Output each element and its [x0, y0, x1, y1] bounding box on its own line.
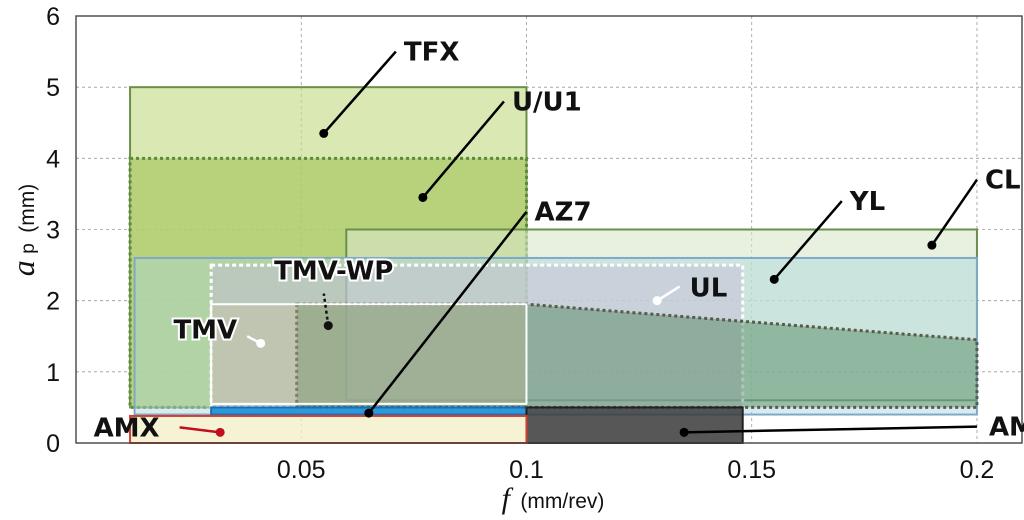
leader-line	[684, 425, 977, 434]
leader-line	[421, 100, 505, 199]
x-axis-title: f (mm/rev)	[502, 482, 605, 515]
x-tick-label: 0.1	[509, 456, 544, 484]
region-am3	[525, 406, 744, 444]
annotation-az7: AZ7	[364, 198, 592, 418]
y-tick-label: 6	[46, 3, 60, 31]
x-tick-label: 0.2	[960, 456, 995, 484]
y-tick-label: 2	[46, 288, 60, 316]
y-axis-title: a p (mm)	[5, 184, 41, 276]
annotation-label: TMV-WP	[274, 257, 393, 287]
y-axis-unit: (mm)	[16, 184, 39, 233]
annotation-label: TMV	[173, 315, 237, 345]
annotation-label: CL	[985, 166, 1021, 196]
x-tick-label: 0.15	[727, 456, 776, 484]
region-tmv	[210, 303, 528, 405]
leader-line	[322, 293, 330, 326]
annotation-tfx: TFX	[319, 38, 459, 138]
region-tmv-wp	[295, 302, 979, 409]
anchor-dot	[319, 128, 329, 138]
annotation-ul: UL	[652, 273, 728, 306]
annotation-label: YL	[849, 187, 885, 217]
leader-line	[179, 426, 221, 434]
y-axis-subscript: p	[18, 243, 39, 254]
annotation-label: AMX	[94, 413, 160, 443]
ticks: 0.05 0.1 0.15 0.2 0 1 2 3 4 5 6	[46, 3, 994, 484]
annotation-u-u1: U/U1	[418, 87, 582, 202]
annotation-tmv-wp: TMV-WP	[272, 255, 395, 331]
annotation-label: U/U1	[512, 87, 582, 117]
y-tick-label: 5	[46, 74, 60, 102]
y-tick-label: 0	[46, 430, 60, 458]
y-tick-label: 1	[46, 359, 60, 387]
annotation-label: UL	[690, 273, 728, 303]
leader-line	[930, 178, 978, 246]
annotation-cl: CL	[927, 166, 1021, 250]
y-tick-label: 3	[46, 217, 60, 245]
anchor-dot	[652, 296, 662, 306]
anchor-dot	[679, 427, 689, 437]
anchor-dot	[927, 240, 937, 250]
annotation-tmv: TMV	[171, 313, 266, 348]
y-tick-label: 4	[46, 145, 60, 173]
anchor-dot	[418, 192, 428, 202]
plot-frame	[75, 15, 1023, 444]
anchor-dot	[323, 321, 333, 331]
x-axis-unit: (mm/rev)	[520, 490, 604, 513]
region-yl	[133, 256, 978, 416]
x-tick-label: 0.05	[277, 456, 326, 484]
y-axis-symbol: a	[5, 260, 41, 276]
x-axis-symbol: f	[502, 482, 514, 515]
anchor-dot	[769, 274, 779, 284]
annotation-am3: AM3	[679, 413, 1024, 443]
plot-border	[75, 15, 1023, 444]
regions	[128, 86, 979, 444]
annotation-label: AM3	[989, 413, 1024, 443]
leader-line	[322, 50, 397, 135]
annotation-yl: YL	[769, 187, 885, 284]
annotations: TFX U/U1 CL YL AZ7 UL TMV-WP TMV AMX AM3	[94, 38, 1024, 444]
anchor-dot	[215, 427, 225, 437]
anchor-dot	[364, 408, 374, 418]
annotation-label: AZ7	[534, 198, 591, 228]
anchor-dot	[256, 338, 266, 348]
leader-line	[367, 210, 528, 414]
annotation-label: TFX	[404, 38, 460, 68]
leader-line	[773, 200, 843, 281]
annotation-amx: AMX	[94, 413, 225, 443]
